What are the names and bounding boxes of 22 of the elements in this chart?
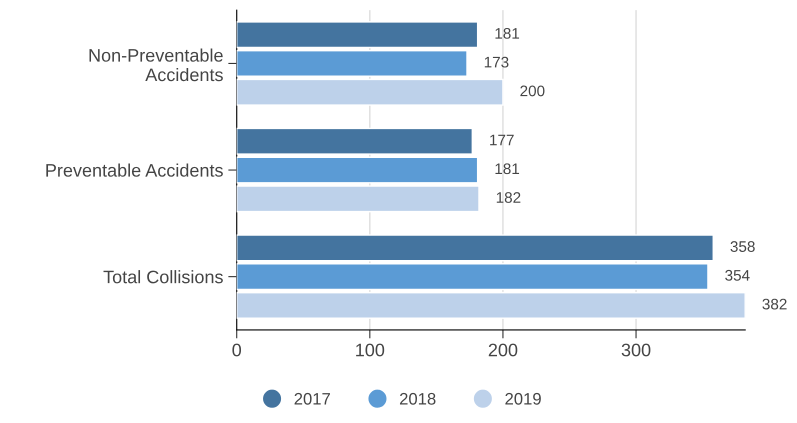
data-label: 200 bbox=[520, 86, 544, 96]
data-label: 182 bbox=[496, 192, 520, 203]
data-label: 177 bbox=[490, 134, 514, 146]
y-tick-label: Total Collisions bbox=[104, 270, 223, 284]
legend-label: 2017 bbox=[294, 392, 330, 405]
y-tick-label: Non-Preventable Accidents bbox=[90, 48, 223, 82]
data-label: 358 bbox=[730, 241, 755, 252]
bar bbox=[236, 292, 746, 319]
x-tick-label: 0 bbox=[232, 344, 242, 356]
x-tick-label: 200 bbox=[488, 344, 518, 356]
x-tick-label: 300 bbox=[622, 344, 650, 356]
data-label: 181 bbox=[495, 28, 520, 39]
legend-label: 2018 bbox=[400, 392, 436, 405]
data-label: 382 bbox=[762, 298, 787, 310]
y-tick-label: Preventable Accidents bbox=[46, 164, 223, 177]
data-label: 173 bbox=[484, 56, 508, 68]
bar bbox=[236, 185, 480, 212]
data-label: 354 bbox=[725, 270, 750, 281]
legend-label: 2019 bbox=[505, 392, 541, 405]
x-tick-label: 100 bbox=[356, 344, 384, 356]
bar bbox=[236, 21, 478, 48]
data-label: 181 bbox=[495, 163, 520, 174]
